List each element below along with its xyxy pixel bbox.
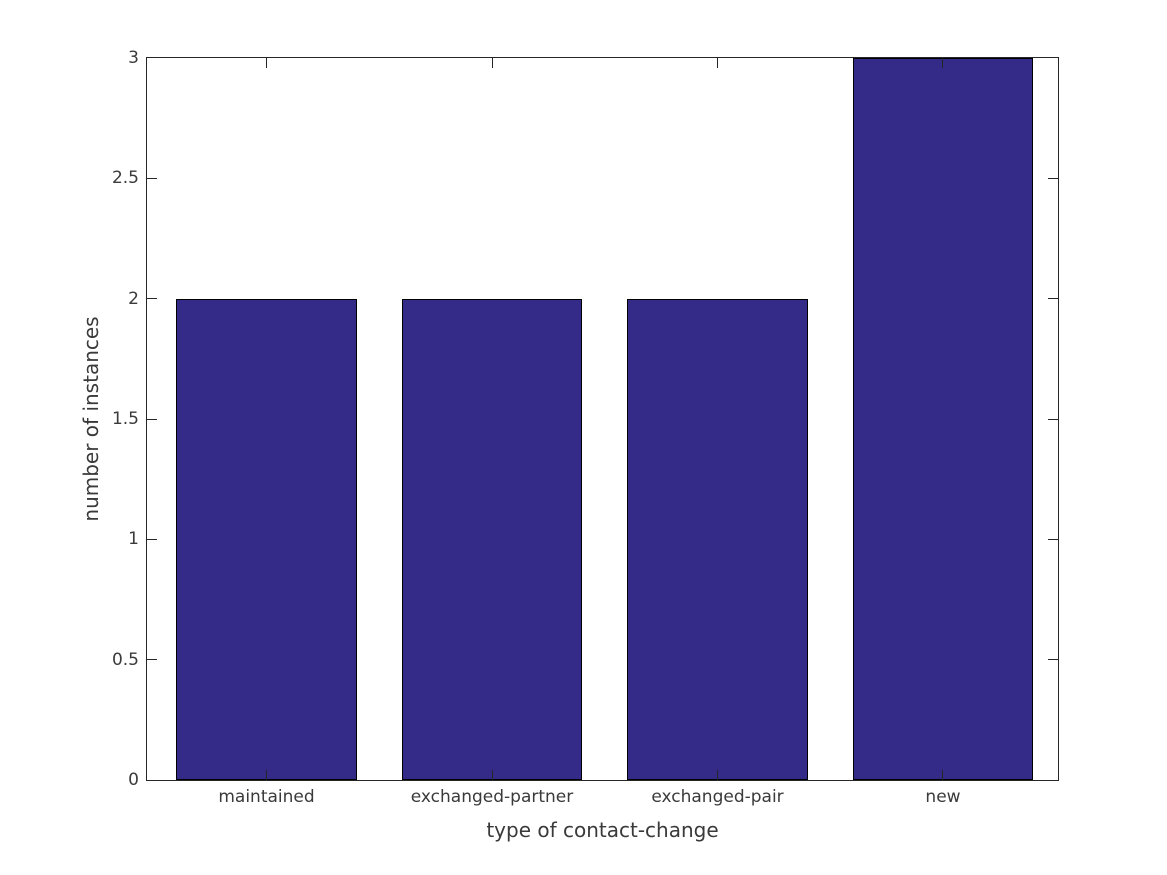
plot-area: number of instances type of contact-chan… <box>79 48 1059 842</box>
bar-maintained <box>176 298 357 780</box>
x-tick-label: exchanged-pair <box>651 787 784 807</box>
x-tick-label: maintained <box>218 787 315 807</box>
x-tick-label: new <box>925 787 961 807</box>
bar-new <box>852 58 1034 780</box>
x-tick-bottom <box>717 770 718 780</box>
x-tick-bottom <box>266 770 267 780</box>
y-tick-right <box>1048 538 1058 540</box>
x-tick-bottom <box>491 770 493 780</box>
x-tick-top <box>491 58 493 68</box>
y-tick-left <box>147 177 157 179</box>
y-tick-left <box>147 298 157 300</box>
y-tick-left <box>147 538 157 540</box>
y-tick-label: 1.5 <box>111 409 139 429</box>
y-tick-label: 0.5 <box>111 649 139 670</box>
y-tick-left <box>147 659 157 661</box>
y-tick-right <box>1048 418 1058 420</box>
x-axis-title: type of contact-change <box>486 818 719 842</box>
y-tick-label: 2.5 <box>111 168 139 189</box>
bar-exchanged-pair <box>627 298 808 780</box>
y-tick-right <box>1048 298 1058 300</box>
x-tick-bottom <box>942 770 944 780</box>
y-tick-left <box>147 418 157 420</box>
y-tick-label: 0 <box>128 770 139 790</box>
y-tick-label: 3 <box>128 48 139 68</box>
y-tick-right <box>1048 177 1058 179</box>
bar-exchanged-partner <box>401 298 583 780</box>
x-tick-label: exchanged-partner <box>410 787 574 807</box>
y-tick-label: 1 <box>128 529 139 550</box>
x-tick-top <box>942 58 944 68</box>
x-tick-top <box>266 58 267 68</box>
x-tick-top <box>717 58 718 68</box>
y-tick-label: 2 <box>128 288 139 309</box>
y-tick-right <box>1048 659 1058 661</box>
